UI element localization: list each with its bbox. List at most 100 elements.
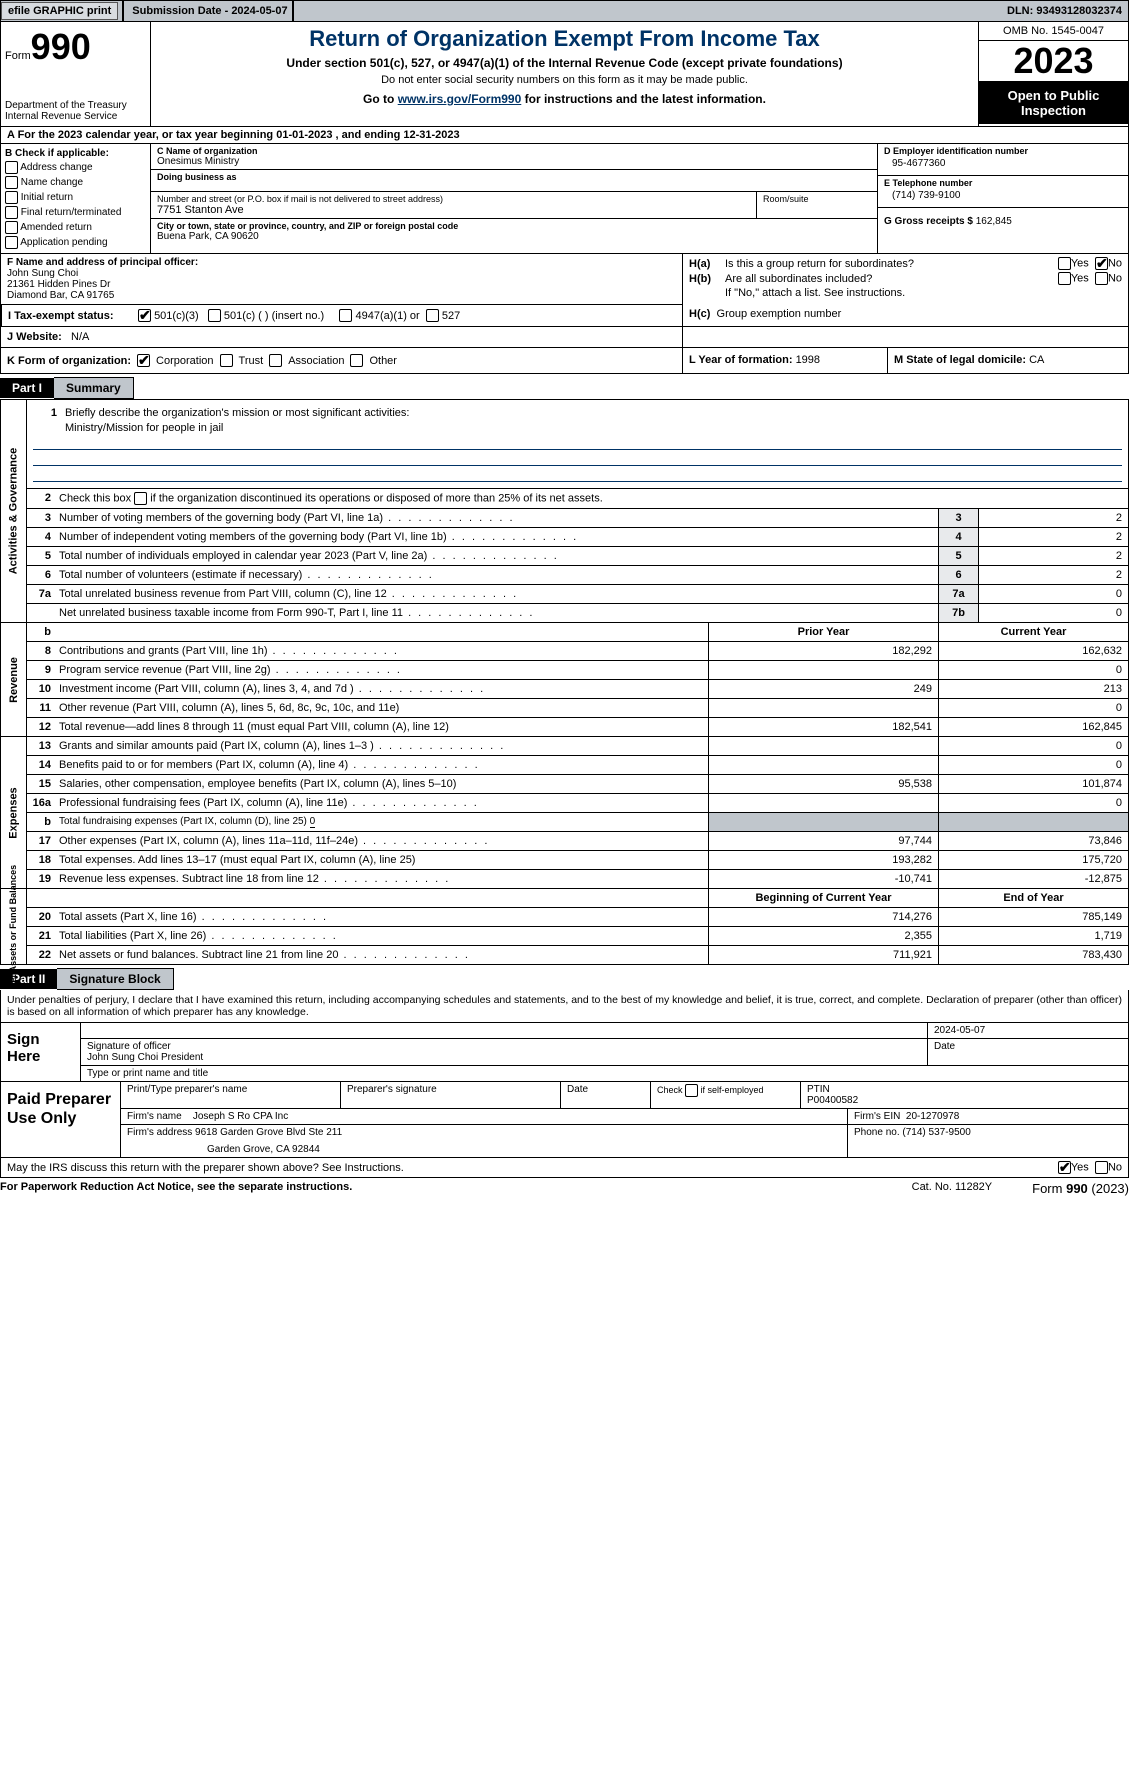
checkbox-address-change[interactable] bbox=[5, 161, 18, 174]
ha-no[interactable] bbox=[1095, 257, 1108, 270]
ha-yes[interactable] bbox=[1058, 257, 1071, 270]
cb-other[interactable] bbox=[350, 354, 363, 367]
col-end-year: End of Year bbox=[938, 889, 1128, 907]
omb-number: OMB No. 1545-0047 bbox=[979, 22, 1128, 41]
l22-curr: 783,430 bbox=[938, 946, 1128, 964]
part1-expenses: Expenses 13Grants and similar amounts pa… bbox=[0, 737, 1129, 889]
l3-val: 2 bbox=[978, 509, 1128, 527]
part1-revenue: Revenue bPrior YearCurrent Year 8Contrib… bbox=[0, 623, 1129, 737]
l9-prior bbox=[708, 661, 938, 679]
l8-prior: 182,292 bbox=[708, 642, 938, 660]
cb-4947[interactable] bbox=[339, 309, 352, 322]
part1-title: Summary bbox=[54, 377, 134, 399]
org-street: 7751 Stanton Ave bbox=[157, 204, 750, 216]
cat-no: Cat. No. 11282Y bbox=[912, 1181, 993, 1196]
gross-receipts: 162,845 bbox=[976, 216, 1012, 227]
ein: 95-4677360 bbox=[884, 156, 1122, 173]
cb-501c3[interactable] bbox=[138, 309, 151, 322]
irs-link[interactable]: www.irs.gov/Form990 bbox=[398, 92, 522, 106]
sign-here-label: Sign Here bbox=[1, 1023, 81, 1081]
prep-self-employed: Check if self-employed bbox=[651, 1082, 801, 1108]
submission-date: Submission Date - 2024-05-07 bbox=[132, 5, 287, 17]
state-domicile: CA bbox=[1029, 354, 1044, 366]
sig-name-label: Type or print name and title bbox=[81, 1066, 1128, 1081]
checkbox-initial-return[interactable] bbox=[5, 191, 18, 204]
prep-date-label: Date bbox=[561, 1082, 651, 1108]
l1-text: Briefly describe the organization's miss… bbox=[61, 404, 1122, 422]
l8-curr: 162,632 bbox=[938, 642, 1128, 660]
room-suite-label: Room/suite bbox=[763, 194, 871, 204]
officer-addr2: Diamond Bar, CA 91765 bbox=[7, 290, 676, 301]
l6-val: 2 bbox=[978, 566, 1128, 584]
cb-corp[interactable] bbox=[137, 354, 150, 367]
cb-501c[interactable] bbox=[208, 309, 221, 322]
checkbox-name-change[interactable] bbox=[5, 176, 18, 189]
page-footer: For Paperwork Reduction Act Notice, see … bbox=[0, 1178, 1129, 1199]
l16b-val: 0 bbox=[310, 816, 316, 828]
mission-text: Ministry/Mission for people in jail bbox=[33, 422, 1122, 434]
section-h: H(a)Is this a group return for subordina… bbox=[683, 254, 1128, 304]
hb-yes[interactable] bbox=[1058, 272, 1071, 285]
form-word: Form bbox=[5, 50, 31, 62]
l12-curr: 162,845 bbox=[938, 718, 1128, 736]
cb-527[interactable] bbox=[426, 309, 439, 322]
form-title: Return of Organization Exempt From Incom… bbox=[157, 26, 972, 52]
cb-discontinued[interactable] bbox=[134, 492, 147, 505]
l10-prior: 249 bbox=[708, 680, 938, 698]
dba-label: Doing business as bbox=[157, 172, 871, 182]
line-a-tax-year: A For the 2023 calendar year, or tax yea… bbox=[0, 127, 1129, 144]
discuss-no[interactable] bbox=[1095, 1161, 1108, 1174]
part1-header-row: Part ISummary bbox=[0, 374, 1129, 399]
form-header: Form990 Department of the Treasury Inter… bbox=[0, 22, 1129, 127]
cb-trust[interactable] bbox=[220, 354, 233, 367]
discuss-yes[interactable] bbox=[1058, 1161, 1071, 1174]
sig-date: 2024-05-07 bbox=[928, 1023, 1128, 1038]
l12-prior: 182,541 bbox=[708, 718, 938, 736]
l2-text: Check this box if the organization disco… bbox=[55, 489, 1128, 508]
org-city: Buena Park, CA 90620 bbox=[157, 231, 871, 242]
section-bcdeg: B Check if applicable: Address change Na… bbox=[0, 144, 1129, 253]
ptin: P00400582 bbox=[807, 1095, 1122, 1106]
section-j: J Website: N/A bbox=[1, 326, 683, 347]
hc-text: Group exemption number bbox=[717, 308, 842, 320]
col-begin-year: Beginning of Current Year bbox=[708, 889, 938, 907]
hb-no[interactable] bbox=[1095, 272, 1108, 285]
part2-title: Signature Block bbox=[57, 968, 173, 990]
l7b-val: 0 bbox=[978, 604, 1128, 622]
l17-prior: 97,744 bbox=[708, 832, 938, 850]
checkbox-amended[interactable] bbox=[5, 221, 18, 234]
b-header: B Check if applicable: bbox=[5, 148, 146, 159]
firm-name: Joseph S Ro CPA Inc bbox=[193, 1111, 288, 1122]
firm-addr2: Garden Grove, CA 92844 bbox=[127, 1138, 841, 1155]
cb-self-employed[interactable] bbox=[685, 1084, 698, 1097]
section-i-hc: I Tax-exempt status: 501(c)(3) 501(c) ( … bbox=[0, 304, 1129, 326]
l4-val: 2 bbox=[978, 528, 1128, 546]
section-b: B Check if applicable: Address change Na… bbox=[1, 144, 151, 253]
l14-prior bbox=[708, 756, 938, 774]
l5-val: 2 bbox=[978, 547, 1128, 565]
l20-curr: 785,149 bbox=[938, 908, 1128, 926]
l16a-prior bbox=[708, 794, 938, 812]
tax-year: 2023 bbox=[979, 41, 1128, 82]
form-subtitle-2: Do not enter social security numbers on … bbox=[157, 74, 972, 86]
firm-phone: (714) 537-9500 bbox=[902, 1127, 970, 1138]
cb-assoc[interactable] bbox=[269, 354, 282, 367]
efile-print-button[interactable]: efile GRAPHIC print bbox=[1, 2, 118, 20]
firm-addr1: 9618 Garden Grove Blvd Ste 211 bbox=[195, 1127, 342, 1138]
l13-prior bbox=[708, 737, 938, 755]
form-subtitle-1: Under section 501(c), 527, or 4947(a)(1)… bbox=[157, 56, 972, 70]
l11-curr: 0 bbox=[938, 699, 1128, 717]
prep-sig-label: Preparer's signature bbox=[341, 1082, 561, 1108]
signature-block: Under penalties of perjury, I declare th… bbox=[0, 990, 1129, 1158]
website: N/A bbox=[71, 331, 89, 343]
l20-prior: 714,276 bbox=[708, 908, 938, 926]
section-klm: K Form of organization: Corporation Trus… bbox=[0, 347, 1129, 374]
dln: DLN: 93493128032374 bbox=[1007, 5, 1128, 17]
sig-declaration: Under penalties of perjury, I declare th… bbox=[1, 990, 1128, 1023]
l7a-val: 0 bbox=[978, 585, 1128, 603]
part2-header-row: Part IISignature Block bbox=[0, 965, 1129, 990]
l19-curr: -12,875 bbox=[938, 870, 1128, 888]
checkbox-final-return[interactable] bbox=[5, 206, 18, 219]
checkbox-app-pending[interactable] bbox=[5, 236, 18, 249]
l9-curr: 0 bbox=[938, 661, 1128, 679]
